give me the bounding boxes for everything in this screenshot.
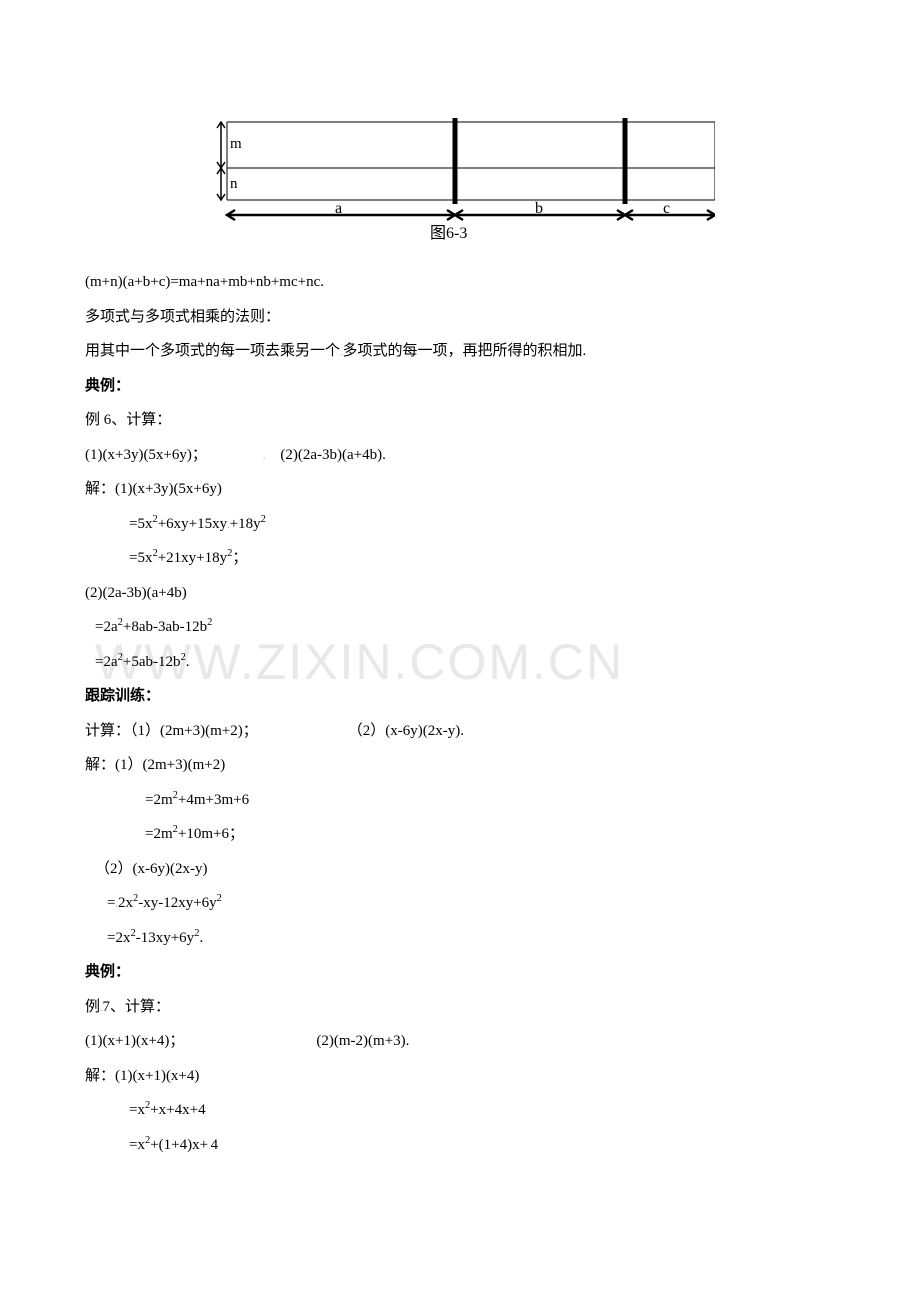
sol6-2a: (2)(2a-3b)(a+4b) [85,576,835,611]
gz-sol2c: =2x2-13xy+6y2. [85,921,835,956]
ex6-problems: (1)(x+3y)(5x+6y)；. (2)(2a-3b)(a+4b). [85,438,835,473]
sol6-1a: 解：(1)(x+3y)(5x+6y) [85,472,835,507]
gz-sol1b: =2m2+4m+3m+6 [85,783,835,818]
gz-sol1c: =2m2+10m+6； [85,817,835,852]
sol6-1c: =5x2+21xy+18y2； [85,541,835,576]
diagram-label-m: m [230,136,242,152]
ex7-problems: (1)(x+1)(x+4)；(2)(m-2)(m+3). [85,1024,835,1059]
diagram-caption: 图6-3 [430,225,467,242]
rule-text-a: 用其中一个多项式的每一项去乘另一个 [85,343,340,359]
ex6-title: 例 6、计算： [85,403,835,438]
equation-1: (m+n)(a+b+c)=ma+na+mb+nb+mc+nc. [85,265,835,300]
sol7-1a: 解：(1)(x+1)(x+4) [85,1059,835,1094]
diagram-label-a: a [335,200,342,217]
sol6-2b: =2a2+8ab-3ab-12b2 [85,610,835,645]
example-heading: 典例： [85,369,835,404]
example-heading-2: 典例： [85,955,835,990]
diagram-svg: m n a b c 图6-3 [215,110,715,250]
follow-up-heading: 跟踪训练： [85,679,835,714]
rule-text: 用其中一个多项式的每一项去乘另一个.多项式的每一项，再把所得的积相加. [85,334,835,369]
sol7-1c: =x2+(1+4)x+.4 [85,1128,835,1163]
diagram-label-n: n [230,176,238,192]
sol7-1b: =x2+x+4x+4 [85,1093,835,1128]
diagram-label-b: b [535,200,543,217]
diagram-label-c: c [663,200,670,217]
ex7-title: 例.7、计算： [85,990,835,1025]
rule-title: 多项式与多项式相乘的法则： [85,300,835,335]
sol6-1b: =5x2+6xy+15xy.+18y2 [85,507,835,542]
sol6-2c: =2a2+5ab-12b2. [85,645,835,680]
gz-problems: 计算：（1）(2m+3)(m+2)；（2）(x-6y)(2x-y). [85,714,835,749]
gz-sol1a: 解：(1）(2m+3)(m+2) [85,748,835,783]
rule-text-b: 多项式的每一项，再把所得的积相加. [343,343,587,359]
gz-sol2a: （2）(x-6y)(2x-y) [85,852,835,887]
area-diagram: m n a b c 图6-3 [215,110,715,250]
gz-sol2b: =.2x2-xy-12xy+6y2 [85,886,835,921]
